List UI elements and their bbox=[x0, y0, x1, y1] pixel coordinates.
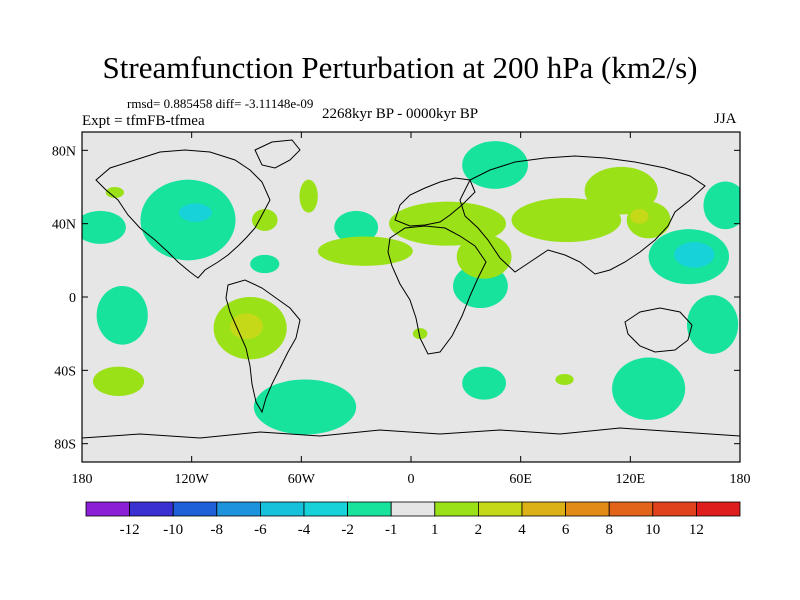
y-tick-label: 80N bbox=[52, 144, 76, 159]
colorbar-label: -10 bbox=[163, 522, 183, 538]
anomaly-region-6 bbox=[334, 210, 379, 244]
anomaly-region-14 bbox=[462, 141, 528, 189]
axes: 180 120W 60W 0 60E 120E 180 80N 40N 0 40S 80S bbox=[52, 132, 751, 487]
anomaly-field bbox=[82, 141, 740, 435]
colorbar-swatch-3 bbox=[216, 501, 261, 517]
colorbar-swatch-13 bbox=[652, 501, 697, 517]
colorbar: -12 -10 -8 -6 -4 -2 -1 1 2 4 6 8 10 12 bbox=[85, 501, 741, 538]
left-string: Expt = tfmFB-tfmea bbox=[82, 113, 205, 129]
colorbar-label: 6 bbox=[562, 522, 570, 538]
colorbar-label: 1 bbox=[431, 522, 439, 538]
x-tick-label: 60W bbox=[288, 472, 316, 487]
anomaly-region-19 bbox=[686, 295, 739, 354]
colorbar-swatch-12 bbox=[608, 501, 654, 517]
x-tick-label: 0 bbox=[408, 472, 415, 487]
x-tick-label: 60E bbox=[509, 472, 532, 487]
anomaly-region-29 bbox=[630, 209, 649, 224]
anomaly-region-3 bbox=[105, 187, 125, 198]
stats-line: rmsd= 0.885458 diff= -3.11148e-09 bbox=[127, 96, 314, 111]
anomaly-region-25 bbox=[456, 234, 512, 279]
anomaly-region-16 bbox=[462, 366, 507, 400]
colorbar-label: 4 bbox=[518, 522, 526, 538]
y-tick-label: 80S bbox=[54, 438, 76, 453]
y-tick-label: 40N bbox=[52, 218, 76, 233]
anomaly-region-7 bbox=[250, 254, 280, 274]
colorbar-swatch-5 bbox=[303, 501, 348, 517]
x-tick-label: 120W bbox=[175, 472, 210, 487]
anomaly-region-0 bbox=[82, 210, 126, 244]
colorbar-label: -1 bbox=[385, 522, 398, 538]
anomaly-region-21 bbox=[674, 242, 715, 268]
anomaly-region-11 bbox=[230, 313, 263, 340]
anomaly-region-17 bbox=[555, 374, 574, 385]
anomaly-region-4 bbox=[251, 209, 278, 231]
anomaly-region-24 bbox=[389, 201, 507, 246]
colorbar-label: -6 bbox=[254, 522, 267, 538]
anomaly-region-27 bbox=[584, 166, 658, 215]
anomaly-region-8 bbox=[96, 286, 148, 345]
anomaly-region-23 bbox=[317, 236, 413, 266]
x-tick-label: 180 bbox=[730, 472, 751, 487]
colorbar-label: -2 bbox=[341, 522, 354, 538]
anomaly-region-5 bbox=[299, 179, 318, 213]
colorbar-swatch-11 bbox=[565, 501, 610, 517]
right-string: JJA bbox=[714, 111, 737, 127]
colorbar-swatch-0 bbox=[85, 501, 130, 517]
y-tick-label: 0 bbox=[69, 291, 76, 306]
chart-title: Streamfunction Perturbation at 200 hPa (… bbox=[102, 50, 698, 85]
colorbar-swatch-1 bbox=[129, 501, 174, 517]
colorbar-swatch-4 bbox=[259, 501, 305, 517]
anomaly-region-2 bbox=[178, 203, 212, 222]
anomaly-region-26 bbox=[511, 198, 622, 242]
anomaly-region-13 bbox=[412, 328, 428, 340]
x-tick-label: 120E bbox=[616, 472, 646, 487]
colorbar-swatch-14 bbox=[696, 501, 741, 517]
colorbar-label: -8 bbox=[211, 522, 224, 538]
anomaly-region-18 bbox=[612, 357, 686, 420]
center-string: 2268kyr BP - 0000kyr BP bbox=[322, 106, 479, 122]
colorbar-swatch-9 bbox=[477, 501, 523, 517]
anomaly-region-12 bbox=[253, 379, 357, 435]
colorbar-swatch-8 bbox=[434, 501, 479, 517]
x-tick-label: 180 bbox=[72, 472, 93, 487]
colorbar-label: 10 bbox=[645, 522, 660, 538]
colorbar-label: 12 bbox=[689, 522, 704, 538]
colorbar-label: 8 bbox=[605, 522, 613, 538]
y-tick-label: 40S bbox=[54, 364, 76, 379]
coastlines bbox=[82, 139, 740, 439]
colorbar-swatch-7 bbox=[390, 501, 436, 517]
colorbar-swatch-10 bbox=[521, 501, 566, 517]
colorbar-swatch-2 bbox=[172, 501, 218, 517]
anomaly-region-9 bbox=[92, 366, 145, 397]
colorbar-swatch-6 bbox=[347, 501, 392, 517]
colorbar-label: 2 bbox=[475, 522, 483, 538]
colorbar-label: -4 bbox=[298, 522, 311, 538]
colorbar-label: -12 bbox=[120, 522, 140, 538]
anomaly-region-22 bbox=[703, 181, 740, 230]
